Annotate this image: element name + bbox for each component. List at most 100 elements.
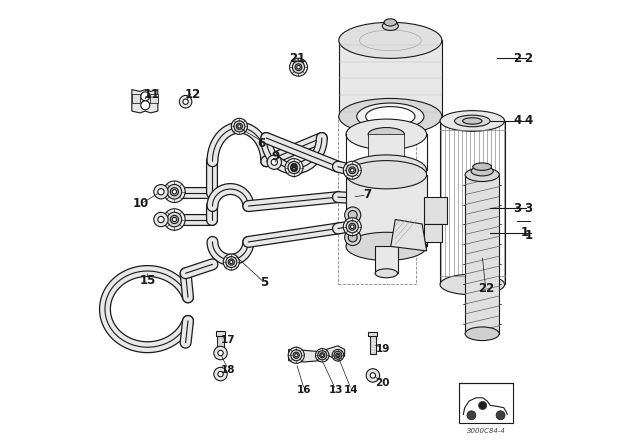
Circle shape: [496, 411, 505, 420]
Polygon shape: [132, 90, 158, 113]
Text: 6: 6: [258, 137, 266, 150]
Circle shape: [297, 65, 300, 69]
Circle shape: [316, 349, 329, 362]
Circle shape: [237, 125, 241, 128]
Text: 5: 5: [260, 276, 268, 289]
Bar: [216, 331, 225, 336]
Circle shape: [349, 167, 356, 174]
Circle shape: [230, 260, 233, 264]
Circle shape: [158, 189, 164, 195]
Polygon shape: [391, 220, 427, 251]
Text: 4: 4: [524, 114, 532, 128]
Circle shape: [141, 101, 150, 110]
Circle shape: [170, 215, 179, 224]
Text: 15: 15: [140, 273, 156, 287]
Ellipse shape: [368, 128, 404, 141]
Ellipse shape: [339, 22, 442, 58]
Bar: [465, 175, 499, 334]
Circle shape: [172, 217, 177, 222]
Circle shape: [337, 354, 339, 357]
Circle shape: [289, 58, 307, 76]
Circle shape: [479, 401, 486, 409]
Text: 16: 16: [297, 385, 312, 395]
Ellipse shape: [465, 168, 499, 181]
Circle shape: [226, 257, 237, 267]
Text: 3: 3: [513, 202, 521, 215]
Bar: [346, 175, 427, 246]
Circle shape: [291, 164, 298, 171]
Ellipse shape: [339, 99, 442, 134]
Circle shape: [291, 350, 301, 361]
Polygon shape: [289, 346, 345, 362]
Text: 13: 13: [328, 385, 343, 395]
Circle shape: [231, 118, 248, 134]
Circle shape: [228, 259, 234, 265]
Text: 14: 14: [344, 385, 358, 395]
Circle shape: [351, 168, 354, 172]
Text: 3: 3: [524, 202, 532, 215]
Text: 4: 4: [513, 114, 521, 128]
Circle shape: [344, 207, 361, 223]
Circle shape: [285, 159, 303, 177]
Text: 3000C84-4: 3000C84-4: [467, 428, 506, 434]
Ellipse shape: [454, 115, 490, 127]
Circle shape: [218, 371, 223, 377]
Circle shape: [183, 99, 188, 104]
Ellipse shape: [356, 103, 424, 130]
Circle shape: [294, 353, 298, 357]
Circle shape: [288, 161, 300, 174]
Circle shape: [370, 373, 376, 378]
Circle shape: [295, 64, 302, 71]
Circle shape: [164, 181, 185, 202]
Circle shape: [344, 229, 361, 246]
Circle shape: [336, 353, 340, 358]
Circle shape: [271, 159, 278, 165]
Bar: [424, 224, 442, 242]
Circle shape: [293, 352, 300, 358]
Bar: [338, 114, 417, 284]
Circle shape: [170, 188, 179, 196]
Ellipse shape: [346, 155, 427, 185]
Circle shape: [172, 190, 177, 194]
Text: 12: 12: [184, 87, 200, 101]
Circle shape: [164, 209, 185, 230]
Bar: [150, 94, 158, 103]
Circle shape: [223, 254, 239, 270]
Circle shape: [346, 164, 358, 177]
Circle shape: [167, 212, 182, 227]
Bar: [217, 336, 224, 349]
Circle shape: [236, 123, 243, 129]
Circle shape: [214, 346, 227, 360]
Ellipse shape: [473, 163, 492, 170]
Ellipse shape: [346, 160, 427, 189]
Circle shape: [321, 354, 324, 357]
Circle shape: [214, 367, 227, 381]
Circle shape: [267, 155, 282, 169]
Text: 18: 18: [221, 365, 236, 375]
Circle shape: [351, 225, 354, 228]
Circle shape: [343, 161, 361, 179]
Text: 8: 8: [289, 161, 297, 175]
Text: 21: 21: [289, 52, 306, 65]
Bar: [440, 121, 504, 284]
Bar: [369, 332, 378, 336]
Ellipse shape: [377, 27, 404, 38]
Text: 17: 17: [221, 336, 236, 345]
Ellipse shape: [440, 111, 504, 131]
Ellipse shape: [384, 19, 397, 26]
Bar: [368, 134, 404, 166]
Circle shape: [141, 92, 150, 101]
Circle shape: [167, 185, 182, 199]
Ellipse shape: [375, 269, 397, 278]
Circle shape: [292, 61, 305, 73]
Text: 2: 2: [524, 52, 532, 65]
Text: 22: 22: [477, 282, 494, 296]
Text: 9: 9: [271, 150, 279, 164]
Circle shape: [154, 185, 168, 199]
Circle shape: [292, 166, 296, 169]
Circle shape: [218, 350, 223, 356]
Circle shape: [158, 216, 164, 223]
Circle shape: [348, 211, 357, 220]
Text: 1: 1: [524, 228, 532, 242]
Circle shape: [154, 212, 168, 227]
